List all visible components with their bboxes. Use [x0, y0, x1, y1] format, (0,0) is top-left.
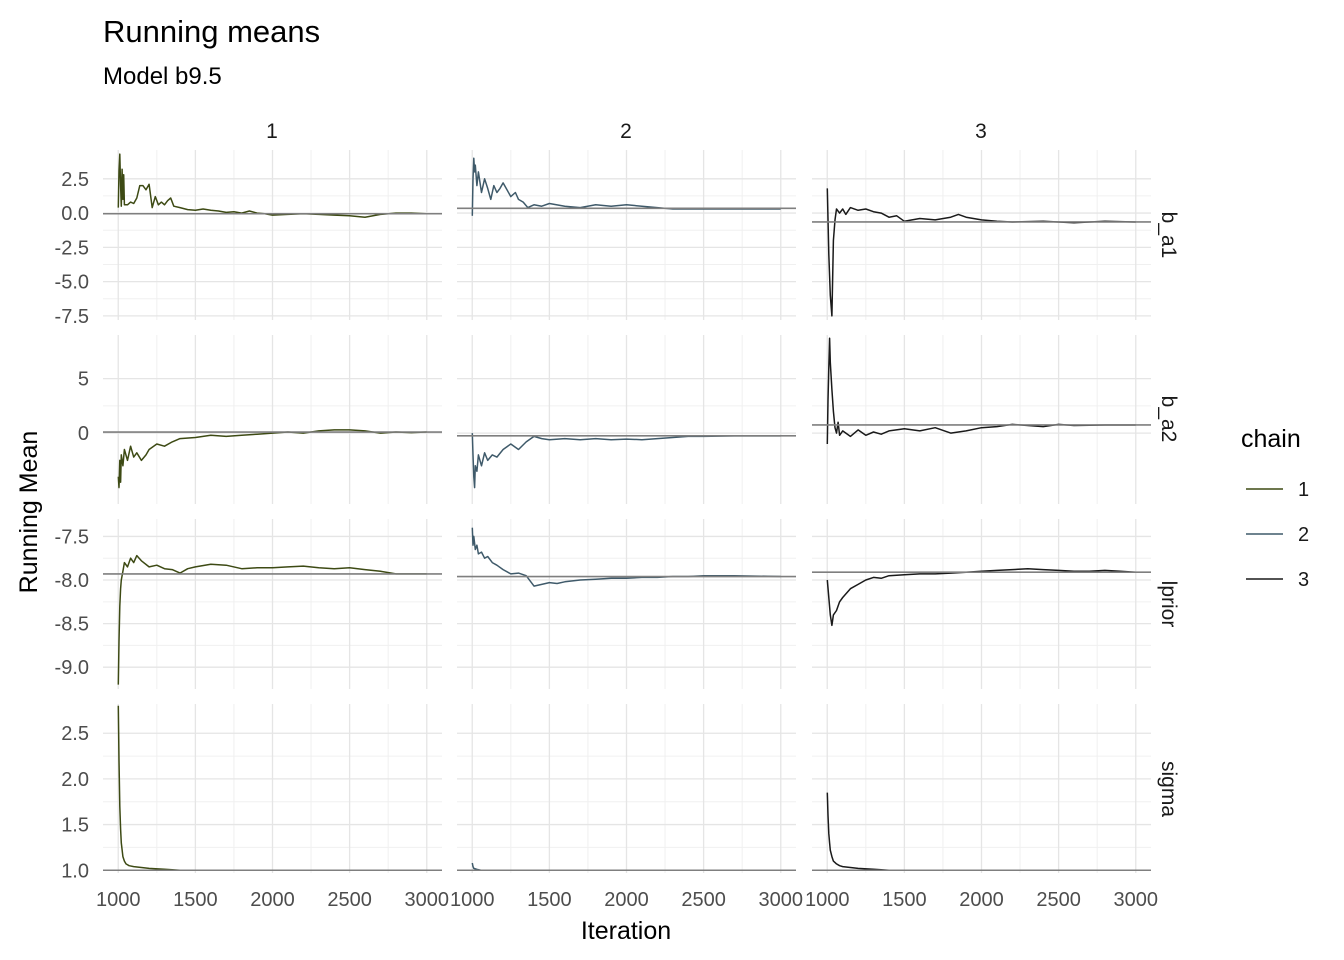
x-tick-label: 2000	[604, 889, 649, 911]
strip-label-row-b_a2: b_a2	[1157, 396, 1180, 443]
series-line-chain-3	[826, 567, 1136, 627]
x-axis-title: Iteration	[581, 917, 671, 945]
legend-label-chain-1: 1	[1298, 479, 1309, 501]
x-tick-label: 1000	[805, 889, 850, 911]
strip-labels-top: 1 2 3	[266, 120, 987, 143]
y-axis-title: Running Mean	[15, 431, 43, 594]
panel-sigma-col-2	[457, 704, 796, 873]
y-tick-label: -2.5	[55, 237, 89, 259]
chart-subtitle: Model b9.5	[103, 63, 222, 90]
x-tick-label: 3000	[758, 889, 803, 911]
x-tick-label: 2000	[959, 889, 1004, 911]
y-tick-label: 1.5	[61, 815, 89, 837]
strip-label-column-2: 2	[620, 120, 632, 143]
x-tick-label: 1000	[96, 889, 141, 911]
y-tick-label: 0	[78, 423, 89, 445]
y-tick-label: 2.0	[61, 769, 89, 791]
panel-lprior-col-1	[103, 519, 442, 689]
panel-b_a1-col-2	[457, 150, 796, 320]
x-tick-label: 1000	[450, 889, 495, 911]
x-tick-label: 1500	[173, 889, 218, 911]
y-tick-label: -7.5	[55, 526, 89, 548]
panel-lprior-col-2	[457, 519, 796, 689]
y-tick-label: 1.0	[61, 860, 89, 882]
legend-label-chain-3: 3	[1298, 569, 1309, 591]
y-tick-label: -9.0	[55, 657, 89, 679]
panel-b_a2-col-1	[103, 335, 442, 504]
series-line-chain-1	[117, 429, 427, 489]
x-tick-label: 2500	[327, 889, 372, 911]
x-tick-label: 2500	[681, 889, 726, 911]
x-tick-label: 3000	[404, 889, 449, 911]
y-tick-label: 5	[78, 369, 89, 391]
panel-b_a2-col-2	[457, 335, 796, 504]
legend-label-chain-2: 2	[1298, 524, 1309, 546]
chart-title: Running means	[103, 14, 320, 49]
facet-panels	[103, 150, 1151, 873]
panel-sigma-col-1	[103, 704, 442, 873]
strip-label-column-3: 3	[975, 120, 987, 143]
panel-b_a1-col-3	[812, 150, 1151, 320]
series-line-chain-2	[471, 433, 781, 489]
strip-labels-right: b_a1 b_a2 lprior sigma	[1157, 212, 1180, 818]
x-tick-label: 2000	[250, 889, 295, 911]
y-tick-label: 2.5	[61, 169, 89, 191]
x-tick-label: 1500	[527, 889, 572, 911]
y-tick-label: -8.0	[55, 570, 89, 592]
series-line-chain-2	[471, 527, 781, 587]
strip-label-row-sigma: sigma	[1157, 761, 1180, 817]
x-axis-ticks: 1000 1000 1000 1500 1500 1500 2000 2000 2000 2500…	[96, 889, 1158, 911]
y-tick-label: -7.5	[55, 306, 89, 328]
x-tick-label: 1500	[882, 889, 927, 911]
y-tick-label: 0.0	[61, 203, 89, 225]
legend-title: chain	[1241, 425, 1301, 453]
panel-lprior-col-3	[812, 519, 1151, 689]
panel-b_a2-col-3	[812, 335, 1151, 504]
x-tick-label: 2500	[1036, 889, 1081, 911]
strip-label-row-lprior: lprior	[1157, 581, 1180, 628]
strip-label-row-b_a1: b_a1	[1157, 212, 1180, 259]
panel-sigma-col-3	[812, 704, 1151, 873]
y-tick-label: -5.0	[55, 272, 89, 294]
y-tick-label: 2.5	[61, 723, 89, 745]
strip-label-column-1: 1	[266, 120, 278, 143]
series-line-chain-1	[117, 554, 427, 685]
y-axis-ticks: 2.5 0.0 -2.5 -5.0 -7.5 5 0 -7.5 -8.0 -8.5 -9.0 2.5 2…	[55, 169, 89, 882]
x-tick-label: 3000	[1113, 889, 1158, 911]
legend: chain 1 2 3	[1241, 425, 1309, 591]
panel-b_a1-col-1	[103, 150, 442, 320]
series-line-chain-2	[471, 157, 781, 216]
y-tick-label: -8.5	[55, 614, 89, 636]
